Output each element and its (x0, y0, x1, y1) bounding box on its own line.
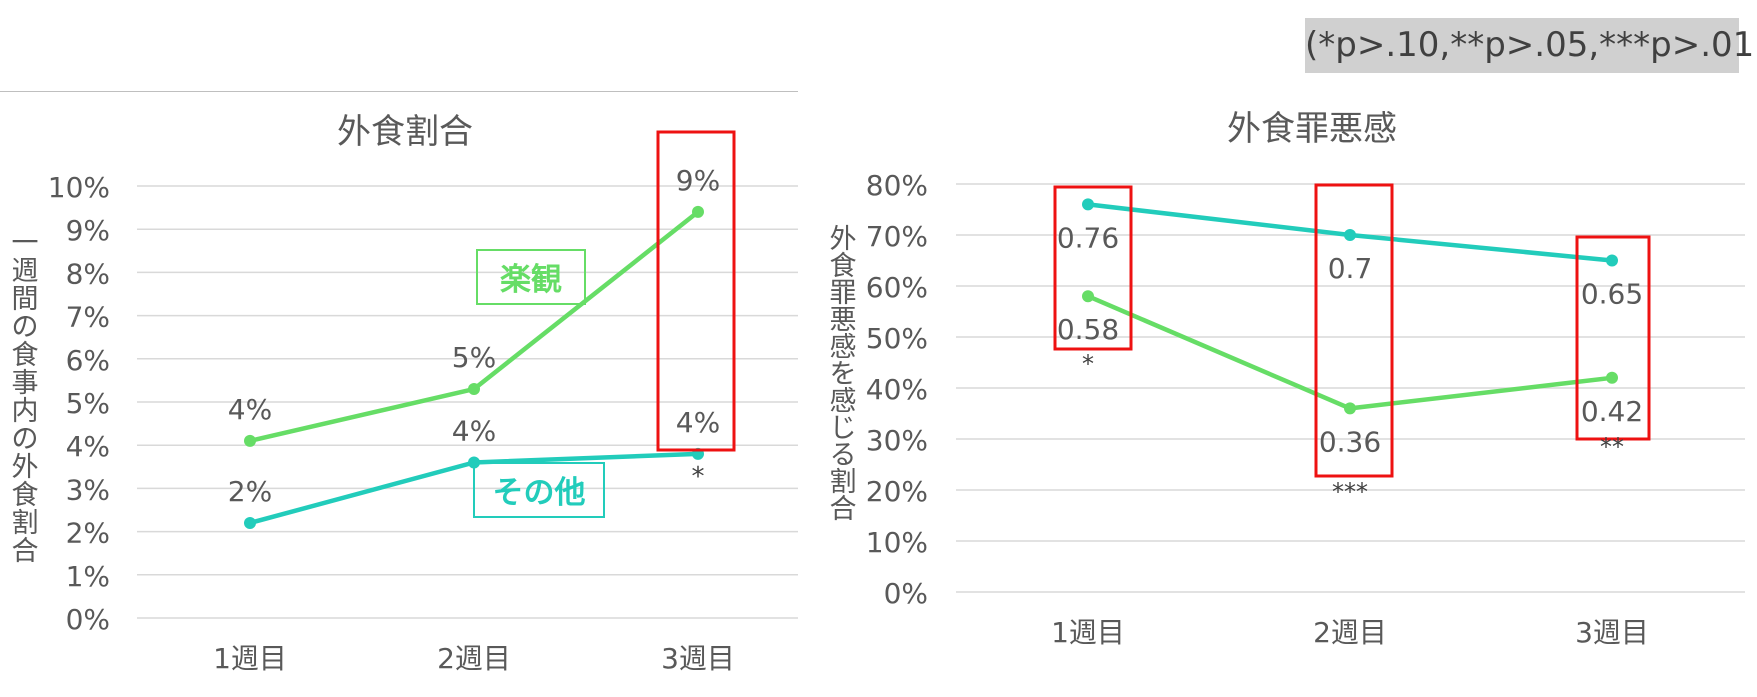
data-label: 0.58 (1057, 313, 1119, 346)
x-tick-label: 3週目 (661, 642, 735, 675)
data-point (692, 205, 704, 218)
y-tick-label: 3% (66, 473, 110, 506)
data-label: 0.36 (1319, 425, 1381, 458)
y-axis-label-char: 週 (12, 256, 39, 287)
data-point (1606, 371, 1618, 384)
y-tick-label: 6% (66, 344, 110, 377)
data-point (1606, 254, 1618, 267)
highlight-box (1314, 183, 1394, 478)
significance-mark: * (692, 462, 705, 492)
y-tick-label: 8% (66, 257, 110, 290)
highlight-box (1575, 235, 1651, 441)
series-line-2 (1087, 294, 1613, 411)
data-label: 0.76 (1057, 221, 1119, 254)
y-tick-label: 5% (66, 387, 110, 420)
data-label: 9% (676, 164, 720, 197)
legend-box-optimistic (476, 249, 586, 305)
y-tick-label: 70% (866, 220, 928, 253)
significance-mark: *** (1332, 478, 1368, 506)
significance-mark: ** (1600, 433, 1624, 461)
y-tick-label: 10% (48, 171, 110, 204)
series-line-optimistic (249, 210, 700, 444)
y-tick-label: 40% (866, 373, 928, 406)
significance-note: (*p>.10,**p>.05,***p>.01) (1305, 18, 1757, 73)
y-axis-label-char: 感 (830, 332, 857, 363)
y-axis-label-char: 外 (12, 452, 39, 483)
y-axis-label-char: 割 (12, 508, 39, 539)
significance-mark: * (1082, 350, 1094, 378)
legend-label-optimistic: 楽観 (500, 262, 562, 298)
y-axis-label-char: 罪 (830, 278, 857, 309)
legend-box-other (473, 462, 605, 518)
x-tick-label: 2週目 (1313, 616, 1387, 649)
y-tick-label: 30% (866, 424, 928, 457)
y-axis-label-char: 合 (12, 536, 39, 567)
y-tick-label: 80% (866, 169, 928, 202)
y-tick-label: 50% (866, 322, 928, 355)
y-tick-label: 0% (884, 577, 928, 610)
y-axis-label-char: の (12, 424, 39, 455)
x-tick-label: 1週目 (213, 642, 287, 675)
data-label: 4% (676, 406, 720, 439)
chart1-title: 外食割合 (337, 112, 473, 152)
y-tick-label: 20% (866, 475, 928, 508)
y-tick-label: 4% (66, 430, 110, 463)
y-axis-label-char: 悪 (830, 305, 857, 336)
y-axis-label-char: の (12, 312, 39, 343)
y-axis-label-char: 合 (830, 494, 857, 525)
y-axis-label-char: 食 (12, 340, 39, 371)
y-axis-label-char: 間 (12, 284, 39, 315)
divider-line (0, 91, 798, 92)
y-tick-label: 1% (66, 560, 110, 593)
data-point (1344, 229, 1356, 241)
y-tick-label: 2% (66, 517, 110, 550)
x-tick-label: 1週目 (1051, 616, 1125, 649)
y-axis-label-char: 一 (12, 228, 39, 259)
y-axis-label-char: 食 (12, 480, 39, 511)
x-tick-label: 3週目 (1575, 616, 1649, 649)
y-axis-label-char: 事 (12, 368, 39, 399)
y-axis-label-char: る (830, 440, 857, 471)
data-label: 0.7 (1328, 252, 1373, 285)
y-tick-label: 7% (66, 301, 110, 334)
y-axis-label-char: じ (830, 413, 857, 444)
y-axis-label-char: を (830, 359, 857, 390)
data-point (1082, 290, 1094, 303)
y-tick-label: 0% (66, 603, 110, 636)
legend-label-other: その他 (493, 475, 586, 511)
y-tick-label: 60% (866, 271, 928, 304)
y-axis-label-char: 食 (830, 251, 857, 282)
data-point (244, 434, 256, 447)
y-axis-label-char: 割 (830, 467, 857, 498)
y-axis-label-char: 感 (830, 386, 857, 417)
y-tick-label: 10% (866, 526, 928, 559)
highlight-box (1053, 185, 1133, 351)
y-axis-label-char: 内 (12, 396, 39, 427)
data-point (1344, 402, 1356, 415)
data-point (1082, 198, 1094, 211)
chart2-title: 外食罪悪感 (1227, 109, 1397, 149)
y-tick-label: 9% (66, 214, 110, 247)
data-label: 4% (452, 414, 496, 447)
data-label: 4% (228, 393, 272, 426)
data-point (468, 383, 480, 396)
data-label: 2% (228, 475, 272, 508)
x-tick-label: 2週目 (437, 642, 511, 675)
data-label: 0.42 (1581, 395, 1643, 428)
data-label: 0.65 (1581, 278, 1643, 311)
highlight-box (656, 130, 736, 452)
data-label: 5% (452, 341, 496, 374)
data-point (244, 516, 256, 529)
y-axis-label-char: 外 (830, 224, 857, 255)
